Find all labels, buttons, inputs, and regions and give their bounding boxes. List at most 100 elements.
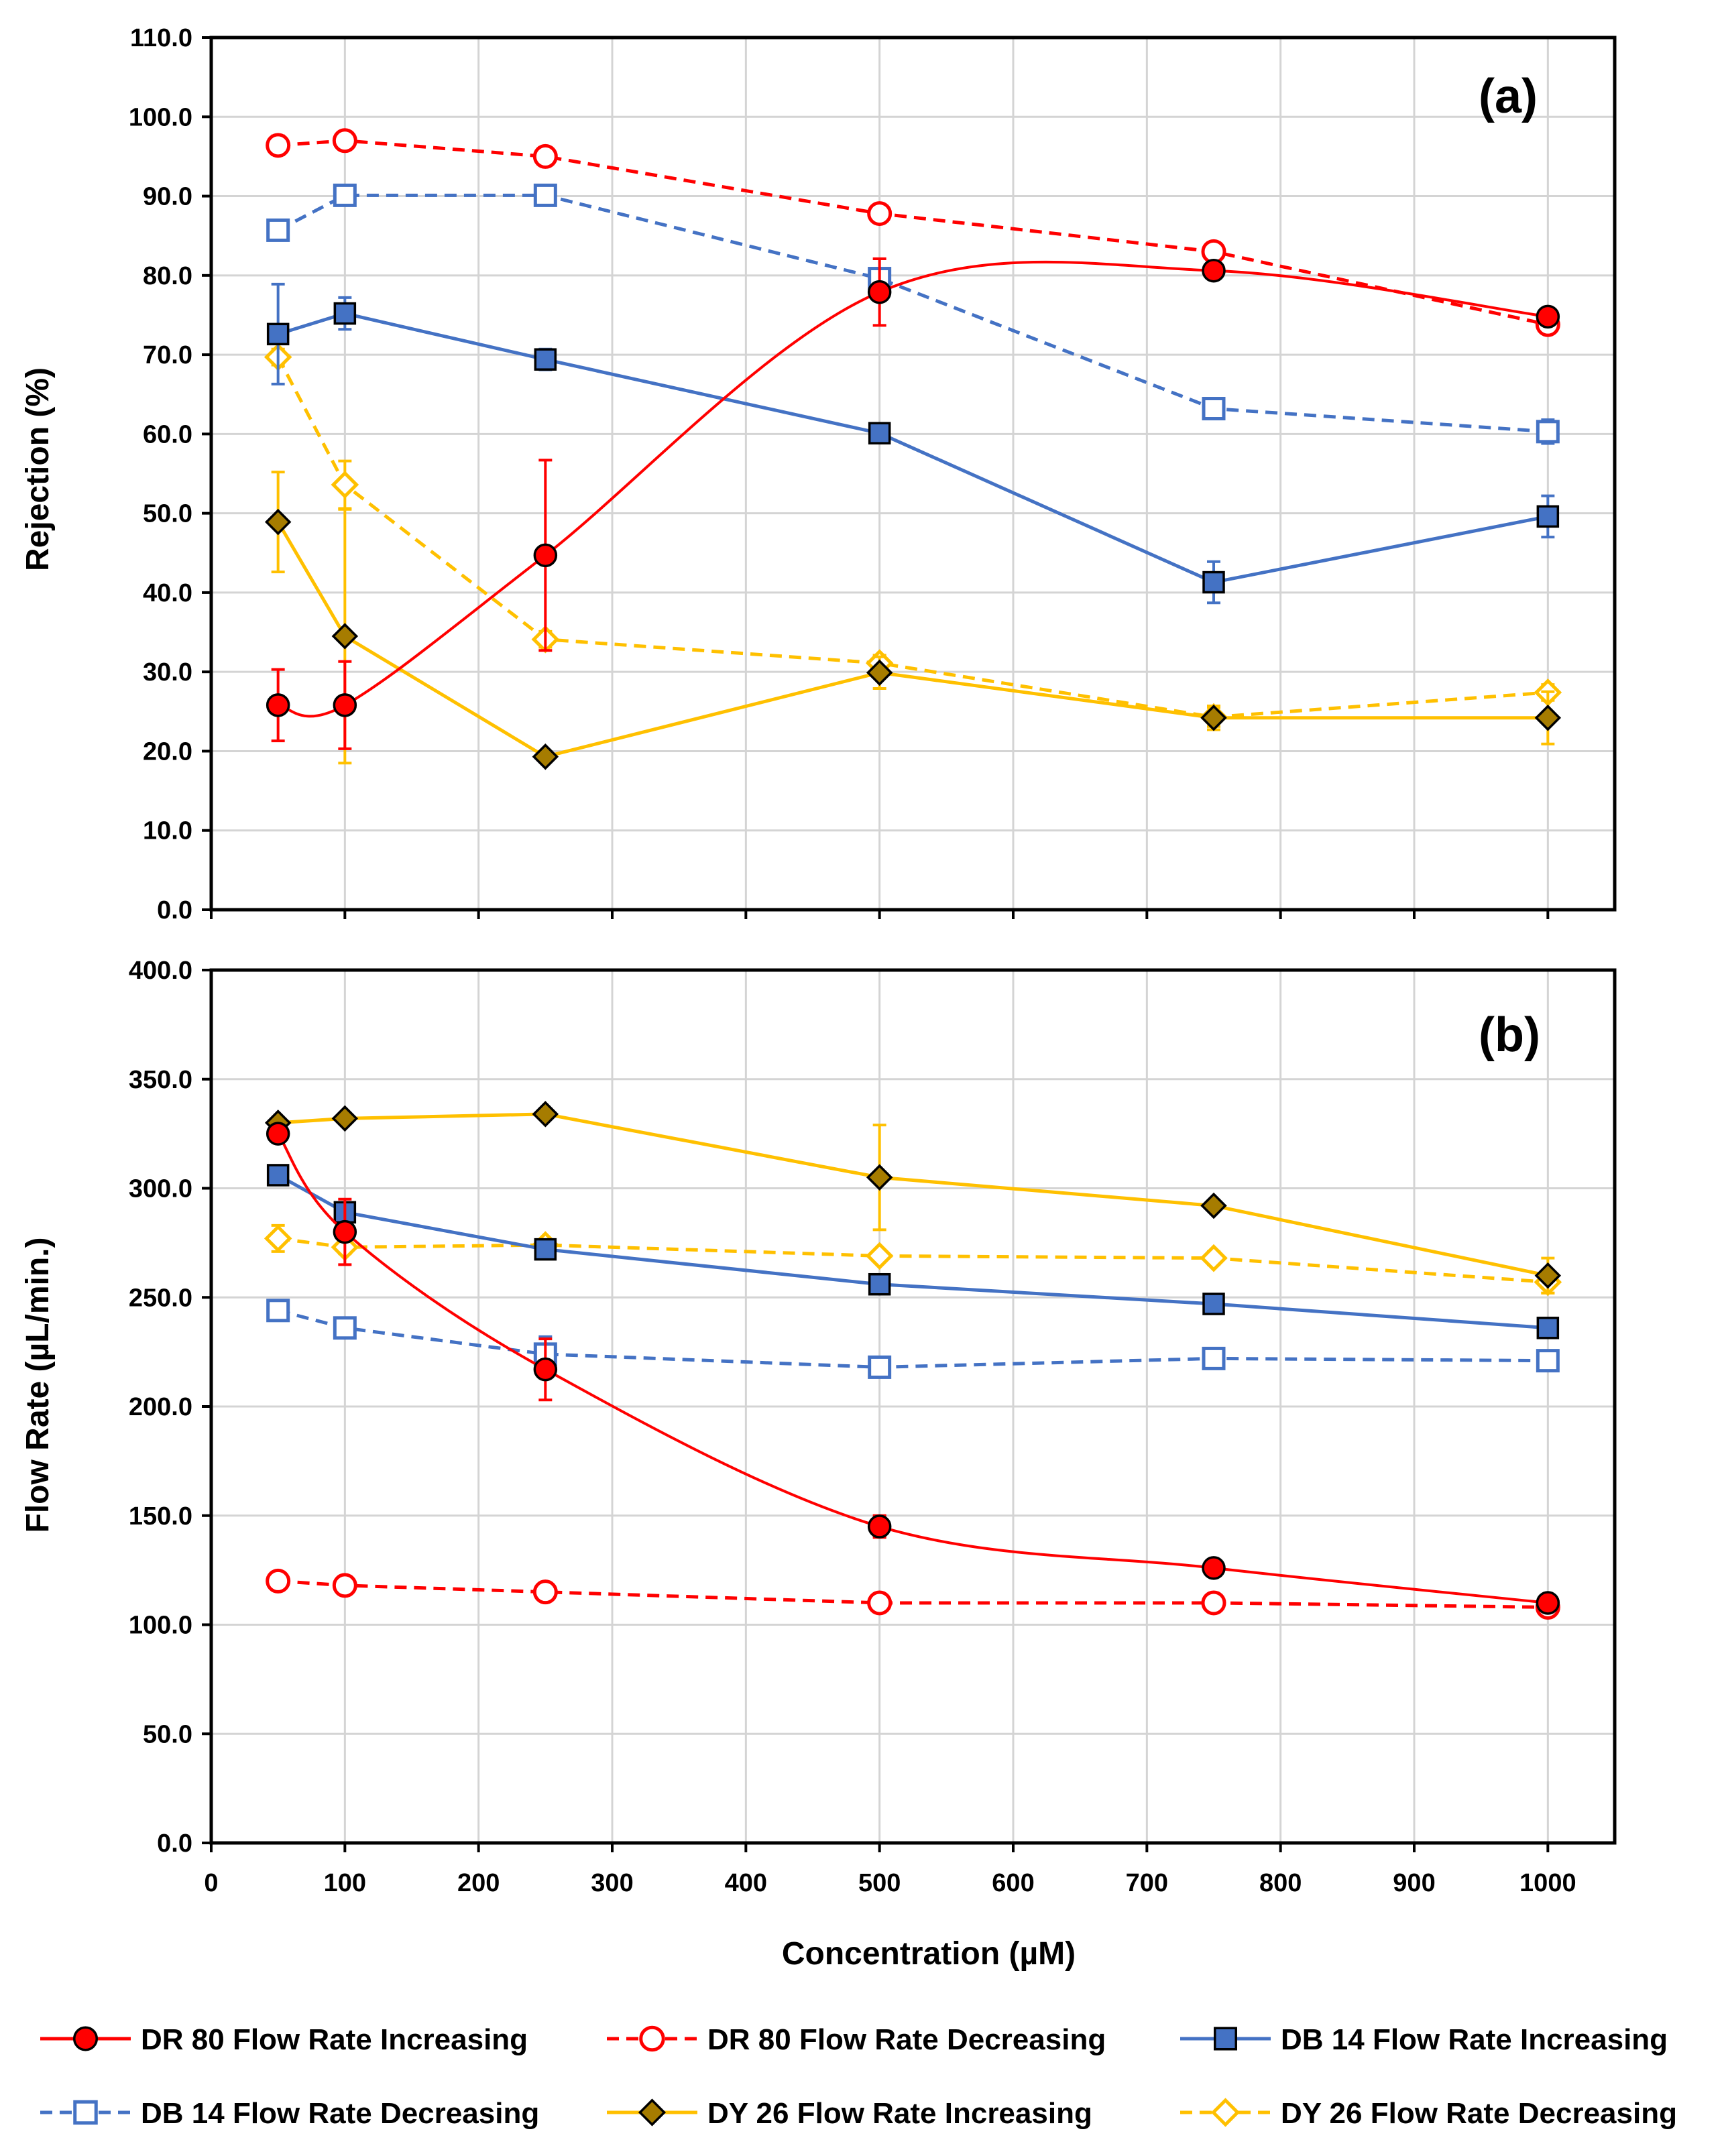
x-tick-label: 800	[1259, 1869, 1302, 1897]
data-point	[867, 201, 893, 227]
series-dr80_inc	[266, 1122, 1560, 1615]
data-point	[266, 218, 290, 242]
data-point	[1201, 1590, 1226, 1616]
data-point	[1202, 1293, 1225, 1315]
y-tick-label: 250.0	[129, 1284, 192, 1312]
data-point	[332, 1573, 357, 1598]
panel-a-axes: 0.0 10.0 20.0 30.0 40.0 50.0 60.0 70.0 80.0 90.0 1…	[129, 24, 1617, 924]
panel-b-flow-rate-chart: 0.0 50.0 100.0 150.0 200.0 250.0 300.0 350.0 400…	[20, 957, 1617, 1972]
series-line	[278, 260, 1548, 718]
x-tick-label: 400	[725, 1869, 767, 1897]
data-point	[865, 1242, 894, 1270]
panel-b-label: (b)	[1479, 1008, 1540, 1062]
legend-swatch-marker	[1214, 2027, 1237, 2051]
data-point	[331, 623, 359, 650]
data-point	[1202, 571, 1225, 594]
legend-swatch-marker	[73, 2100, 98, 2125]
legend-swatch-marker	[638, 2098, 667, 2127]
legend-item-dy26-decreasing: DY 26 Flow Rate Decreasing	[1180, 2097, 1677, 2130]
legend-swatch-dy26-increasing	[607, 2098, 697, 2127]
series-dr80_dec	[266, 128, 1560, 337]
y-tick-label: 150.0	[129, 1502, 192, 1531]
panel-a-series	[264, 128, 1562, 770]
data-point	[1534, 1262, 1562, 1289]
data-point	[331, 1105, 359, 1132]
data-point	[1536, 505, 1560, 528]
legend-label-dr80-decreasing: DR 80 Flow Rate Decreasing	[707, 2023, 1106, 2056]
data-point	[532, 1101, 559, 1128]
legend-item-db14-increasing: DB 14 Flow Rate Increasing	[1180, 2023, 1668, 2056]
data-point	[1536, 1349, 1560, 1373]
data-point	[533, 1357, 558, 1382]
data-point	[533, 183, 557, 207]
series-line	[278, 1579, 1548, 1609]
data-point	[532, 143, 558, 169]
series-line	[278, 139, 1548, 326]
data-point	[333, 302, 357, 325]
legend-swatch-dr80-decreasing	[607, 2025, 697, 2052]
x-tick-label: 200	[457, 1869, 500, 1897]
data-point	[868, 1272, 891, 1296]
data-point	[264, 1224, 292, 1253]
legend-swatch-db14-increasing	[1180, 2027, 1271, 2051]
series-db14_dec	[266, 1299, 1560, 1379]
series-db14_inc	[266, 1164, 1560, 1339]
x-tick-label: 900	[1393, 1869, 1435, 1897]
series-line	[276, 521, 1548, 759]
data-point	[1200, 1192, 1227, 1219]
data-point	[333, 1219, 357, 1244]
y-tick-label: 100.0	[129, 1612, 192, 1640]
data-point	[1202, 1346, 1226, 1370]
data-point	[333, 693, 357, 717]
y-tick-label: 90.0	[143, 183, 192, 211]
x-tick-label: 300	[591, 1869, 633, 1897]
plot-frame	[209, 36, 1617, 912]
panel-b-grid	[211, 969, 1615, 1843]
legend-item-dr80-decreasing: DR 80 Flow Rate Decreasing	[607, 2023, 1106, 2056]
series-line	[276, 356, 1548, 719]
data-point	[266, 1568, 291, 1594]
data-point	[868, 422, 891, 444]
y-tick-label: 350.0	[129, 1066, 192, 1094]
series-line	[278, 1112, 1548, 1278]
y-tick-label: 80.0	[143, 262, 192, 290]
data-point	[331, 471, 359, 499]
data-point	[1202, 1556, 1226, 1580]
x-axis-title: Concentration (µM)	[782, 1936, 1076, 1972]
x-tick-label: 600	[992, 1869, 1034, 1897]
series-line	[277, 1173, 1548, 1330]
data-point	[532, 1579, 558, 1605]
x-tick-label: 1000	[1519, 1869, 1576, 1897]
data-point	[332, 128, 357, 154]
y-tick-label: 60.0	[143, 420, 192, 448]
y-tick-label: 70.0	[143, 341, 192, 369]
series-line	[278, 1309, 1548, 1369]
series-line	[278, 1236, 1548, 1284]
y-tick-label: 50.0	[143, 500, 192, 528]
data-point	[1202, 397, 1226, 421]
series-db14_inc	[266, 282, 1560, 605]
series-dr80_inc	[266, 257, 1560, 750]
panel-a-grid	[211, 36, 1615, 910]
series-dy26_inc	[264, 1101, 1562, 1295]
series-dr80_dec	[266, 1568, 1560, 1620]
panel-b-series	[264, 1101, 1562, 1620]
y-tick-label: 40.0	[143, 579, 192, 607]
legend-item-dy26-increasing: DY 26 Flow Rate Increasing	[607, 2097, 1092, 2130]
y-tick-label: 50.0	[143, 1720, 192, 1748]
data-point	[266, 1164, 290, 1187]
x-tick-label: 0	[204, 1869, 218, 1897]
legend-item-db14-decreasing: DB 14 Flow Rate Decreasing	[40, 2097, 539, 2130]
panel-b-y-axis-title: Flow Rate (µL/min.)	[20, 1238, 56, 1533]
series-db14_dec	[266, 183, 1560, 445]
y-tick-label: 300.0	[129, 1175, 192, 1203]
legend-label-dy26-decreasing: DY 26 Flow Rate Decreasing	[1281, 2097, 1677, 2130]
x-tick-label: 700	[1126, 1869, 1168, 1897]
legend-label-dy26-increasing: DY 26 Flow Rate Increasing	[707, 2097, 1092, 2130]
data-point	[534, 1238, 557, 1261]
legend-swatch-marker	[73, 2026, 98, 2051]
data-point	[266, 322, 290, 346]
legend-swatch-dr80-increasing	[40, 2026, 131, 2051]
legend: DR 80 Flow Rate Increasing DR 80 Flow Ra…	[40, 2023, 1677, 2130]
